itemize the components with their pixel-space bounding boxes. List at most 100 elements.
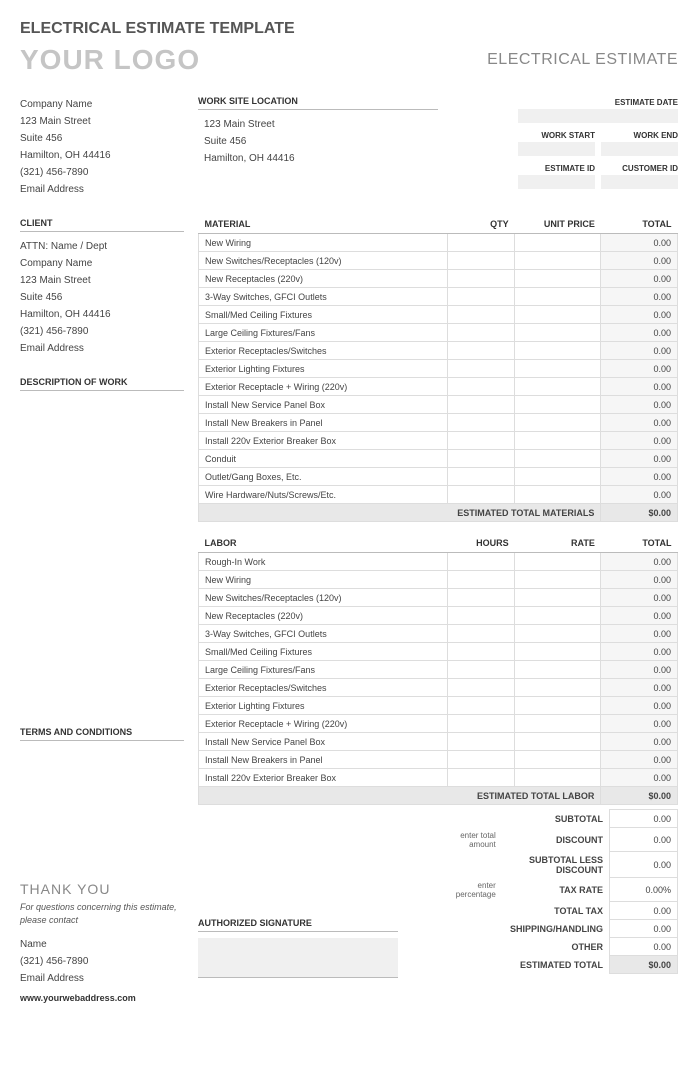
material-row-qty[interactable]: [448, 288, 515, 306]
labor-row-hours[interactable]: [448, 769, 515, 787]
totaltax-label: TOTAL TAX: [502, 902, 610, 920]
hours-col: HOURS: [448, 534, 515, 553]
material-row-price[interactable]: [515, 396, 601, 414]
material-row-price[interactable]: [515, 234, 601, 252]
discount-hint: enter total amount: [448, 828, 502, 852]
taxrate-value[interactable]: 0.00%: [610, 878, 678, 902]
material-row-qty[interactable]: [448, 306, 515, 324]
materials-subtotal-value: $0.00: [601, 504, 678, 522]
labor-col: LABOR: [199, 534, 448, 553]
estimate-id-label: ESTIMATE ID: [518, 162, 595, 175]
total-col: TOTAL: [601, 215, 678, 234]
material-row-desc: Conduit: [199, 450, 448, 468]
labor-row-hours[interactable]: [448, 607, 515, 625]
estimate-date-label: ESTIMATE DATE: [518, 96, 678, 109]
material-row-qty[interactable]: [448, 270, 515, 288]
signature-box[interactable]: [198, 938, 398, 978]
labor-row-desc: Large Ceiling Fixtures/Fans: [199, 661, 448, 679]
material-row-total: 0.00: [601, 450, 678, 468]
labor-row-rate[interactable]: [515, 715, 601, 733]
material-row-qty[interactable]: [448, 450, 515, 468]
material-row-total: 0.00: [601, 342, 678, 360]
labor-row-rate[interactable]: [515, 607, 601, 625]
labor-row-rate[interactable]: [515, 571, 601, 589]
labor-row-rate[interactable]: [515, 661, 601, 679]
material-row-qty[interactable]: [448, 234, 515, 252]
thank-you: THANK YOU: [20, 881, 184, 897]
labor-row-rate[interactable]: [515, 643, 601, 661]
material-row-price[interactable]: [515, 306, 601, 324]
client-suite: Suite 456: [20, 289, 184, 306]
material-row-price[interactable]: [515, 288, 601, 306]
labor-total-col: TOTAL: [601, 534, 678, 553]
material-row-desc: 3-Way Switches, GFCI Outlets: [199, 288, 448, 306]
description-heading: DESCRIPTION OF WORK: [20, 377, 184, 391]
labor-row-hours[interactable]: [448, 643, 515, 661]
discount-value[interactable]: 0.00: [610, 828, 678, 852]
material-row-qty[interactable]: [448, 414, 515, 432]
labor-row-desc: New Switches/Receptacles (120v): [199, 589, 448, 607]
company-name: Company Name: [20, 96, 184, 113]
labor-row-hours[interactable]: [448, 679, 515, 697]
material-row-qty[interactable]: [448, 324, 515, 342]
work-start-input[interactable]: [518, 142, 595, 156]
client-email: Email Address: [20, 340, 184, 357]
material-row-desc: Install 220v Exterior Breaker Box: [199, 432, 448, 450]
labor-row-rate[interactable]: [515, 769, 601, 787]
labor-row-desc: Exterior Lighting Fixtures: [199, 697, 448, 715]
labor-row-hours[interactable]: [448, 733, 515, 751]
material-row-qty[interactable]: [448, 486, 515, 504]
labor-row-total: 0.00: [601, 625, 678, 643]
material-row-price[interactable]: [515, 468, 601, 486]
material-row-qty[interactable]: [448, 252, 515, 270]
customer-id-label: CUSTOMER ID: [601, 162, 678, 175]
labor-row-total: 0.00: [601, 589, 678, 607]
customer-id-input[interactable]: [601, 175, 678, 189]
material-row-price[interactable]: [515, 432, 601, 450]
labor-row-hours[interactable]: [448, 697, 515, 715]
estimate-id-input[interactable]: [518, 175, 595, 189]
material-row-qty[interactable]: [448, 342, 515, 360]
labor-row-rate[interactable]: [515, 697, 601, 715]
labor-row-hours[interactable]: [448, 571, 515, 589]
labor-row-hours[interactable]: [448, 589, 515, 607]
labor-row-rate[interactable]: [515, 553, 601, 571]
material-row-price[interactable]: [515, 342, 601, 360]
material-row-price[interactable]: [515, 360, 601, 378]
material-row-qty[interactable]: [448, 432, 515, 450]
labor-row-hours[interactable]: [448, 715, 515, 733]
client-attn: ATTN: Name / Dept: [20, 238, 184, 255]
material-row-qty[interactable]: [448, 468, 515, 486]
material-row-total: 0.00: [601, 396, 678, 414]
material-row-qty[interactable]: [448, 378, 515, 396]
contact-name: Name: [20, 936, 184, 953]
work-end-input[interactable]: [601, 142, 678, 156]
material-row-price[interactable]: [515, 270, 601, 288]
material-row-qty[interactable]: [448, 360, 515, 378]
labor-row-hours[interactable]: [448, 625, 515, 643]
labor-row-rate[interactable]: [515, 733, 601, 751]
material-row-qty[interactable]: [448, 396, 515, 414]
labor-row-hours[interactable]: [448, 751, 515, 769]
qty-col: QTY: [448, 215, 515, 234]
material-row-price[interactable]: [515, 378, 601, 396]
labor-row-rate[interactable]: [515, 751, 601, 769]
labor-row-hours[interactable]: [448, 661, 515, 679]
labor-row-hours[interactable]: [448, 553, 515, 571]
material-row-desc: Wire Hardware/Nuts/Screws/Etc.: [199, 486, 448, 504]
signature-heading: AUTHORIZED SIGNATURE: [198, 918, 398, 932]
material-row-price[interactable]: [515, 486, 601, 504]
client-city: Hamilton, OH 44416: [20, 306, 184, 323]
footer-note: For questions concerning this estimate, …: [20, 901, 184, 926]
labor-row-total: 0.00: [601, 679, 678, 697]
labor-row-rate[interactable]: [515, 625, 601, 643]
material-row-price[interactable]: [515, 324, 601, 342]
labor-row-rate[interactable]: [515, 679, 601, 697]
material-row-total: 0.00: [601, 414, 678, 432]
labor-subtotal-value: $0.00: [601, 787, 678, 805]
estimate-date-input[interactable]: [518, 109, 678, 123]
labor-row-rate[interactable]: [515, 589, 601, 607]
material-row-price[interactable]: [515, 450, 601, 468]
material-row-price[interactable]: [515, 252, 601, 270]
material-row-price[interactable]: [515, 414, 601, 432]
